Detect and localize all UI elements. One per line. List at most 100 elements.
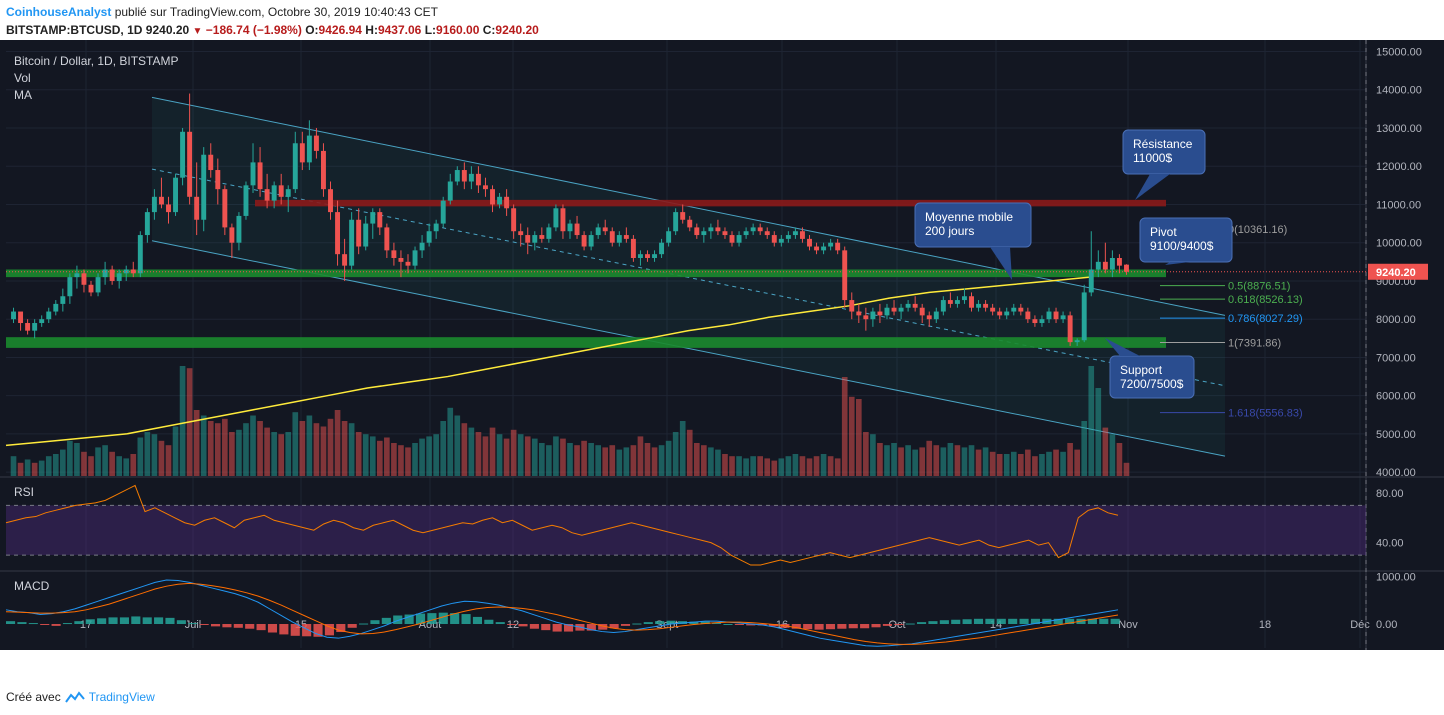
candle: [1102, 261, 1108, 270]
author-link[interactable]: CoinhouseAnalyst: [6, 5, 112, 19]
macd-hist-bar: [996, 618, 1006, 624]
volume-bar: [306, 415, 313, 476]
macd-hist-bar: [28, 623, 38, 625]
candle: [81, 273, 87, 285]
candle: [581, 235, 587, 247]
candle: [426, 231, 432, 243]
macd-signal-line: [5, 582, 1119, 645]
candle: [778, 238, 784, 243]
macd-hist-bar: [871, 624, 881, 628]
macd-hist-bar: [267, 624, 278, 633]
volume-bar: [278, 434, 285, 476]
volume-bar: [151, 434, 158, 476]
volume-bar: [743, 458, 749, 476]
macd-hist-bar: [461, 614, 471, 624]
macd-hist-bar: [381, 617, 391, 624]
macd-hist-bar: [370, 620, 380, 624]
volume-bar: [827, 456, 834, 476]
resistance-callout-text: Résistance: [1133, 137, 1193, 151]
candle: [1011, 307, 1017, 312]
candle: [694, 227, 700, 236]
candle: [497, 196, 503, 205]
candle: [137, 235, 143, 274]
resistance-callout-pointer: [1135, 174, 1170, 200]
candle: [588, 235, 594, 247]
volume-bar: [975, 449, 982, 476]
volume-bar: [1018, 454, 1024, 476]
x-tick-label: Juil: [185, 619, 202, 631]
macd-hist-bar: [1019, 618, 1029, 624]
macd-hist-bar: [643, 622, 653, 624]
candle: [898, 307, 904, 312]
volume-bar: [1067, 443, 1073, 476]
volume-bar: [285, 432, 292, 476]
volume-bar: [222, 418, 228, 476]
volume-bar: [855, 399, 862, 476]
volume-bar: [524, 436, 531, 476]
volume-bar: [503, 438, 510, 476]
ma200-callout-pointer: [990, 247, 1012, 280]
macd-hist-bar: [529, 624, 539, 629]
volume-bar: [778, 458, 785, 476]
macd-hist-bar: [655, 621, 665, 624]
candle: [616, 235, 622, 243]
candle: [715, 227, 721, 232]
volume-bar: [1039, 454, 1045, 476]
volume-bar: [45, 456, 52, 476]
macd-hist-bar: [313, 624, 323, 637]
low-value: 9160.00: [436, 23, 480, 37]
macd-hist-bar: [142, 617, 152, 624]
macd-hist-bar: [985, 618, 995, 624]
chart-title: Bitcoin / Dollar, 1D, BITSTAMP: [14, 54, 179, 68]
candle: [88, 284, 94, 293]
footer-tradingview-link[interactable]: TradingView: [88, 690, 155, 704]
volume-bar: [355, 432, 362, 476]
volume-bar: [771, 460, 778, 476]
volume-bar: [531, 438, 538, 476]
volume-bar: [729, 456, 735, 476]
fib-level-label: 0.618(8526.13): [1228, 294, 1303, 306]
candle: [623, 235, 629, 239]
candle: [884, 307, 890, 316]
candle: [60, 296, 66, 304]
volume-bar: [1046, 451, 1052, 476]
macd-hist-bar: [256, 624, 266, 631]
candle: [997, 311, 1003, 316]
volume-bar: [123, 458, 130, 476]
fib-level-label: 1(7391.86): [1228, 337, 1281, 349]
volume-bar: [412, 443, 418, 476]
macd-hist-bar: [131, 616, 141, 624]
volume-bar: [362, 434, 369, 476]
volume-bar: [1053, 449, 1059, 476]
macd-hist-bar: [415, 613, 426, 624]
price-chart[interactable]: 15000.00 14000.00 13000.00 12000.00 11000.00…: [0, 40, 1444, 650]
resistance-callout-text: 11000$: [1133, 151, 1172, 165]
macd-hist-bar: [620, 624, 631, 626]
volume-bar: [961, 447, 968, 476]
candle: [877, 311, 883, 316]
volume-bar: [405, 447, 411, 476]
volume-bar: [292, 412, 299, 476]
volume-bar: [863, 432, 869, 476]
candle: [511, 208, 517, 232]
candle: [412, 250, 418, 266]
volume-bar: [736, 456, 742, 476]
candle: [546, 227, 552, 239]
candle: [285, 189, 291, 197]
macd-hist-bar: [336, 624, 346, 633]
macd-hist-bar: [188, 623, 198, 625]
volume-bar: [933, 445, 940, 476]
channel-mid-line: [151, 168, 1226, 387]
candle: [1109, 258, 1115, 270]
candle: [116, 273, 122, 281]
candle: [609, 231, 615, 243]
candle: [490, 189, 495, 205]
volume-bar: [109, 451, 115, 476]
candle: [1116, 258, 1122, 266]
volume-bar: [426, 436, 432, 476]
candle: [299, 143, 305, 163]
candle: [504, 196, 510, 209]
volume-bar: [95, 447, 101, 476]
candle: [792, 231, 798, 236]
volume-bar: [461, 423, 468, 476]
